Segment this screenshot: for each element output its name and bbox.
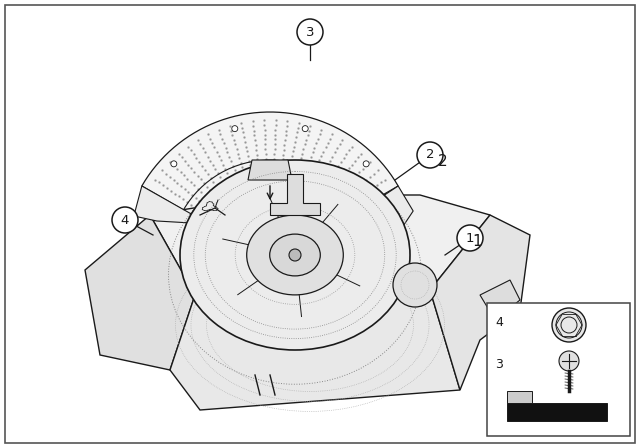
Circle shape	[302, 125, 308, 132]
Polygon shape	[142, 112, 398, 219]
Text: 2: 2	[426, 148, 435, 161]
Text: 3: 3	[306, 26, 314, 39]
Polygon shape	[336, 186, 413, 227]
Polygon shape	[507, 403, 607, 421]
Circle shape	[112, 207, 138, 233]
Circle shape	[457, 225, 483, 251]
Polygon shape	[134, 186, 209, 224]
Circle shape	[393, 263, 437, 307]
Circle shape	[297, 19, 323, 45]
Polygon shape	[85, 215, 195, 370]
Polygon shape	[270, 174, 320, 215]
Text: 2: 2	[438, 155, 447, 169]
Circle shape	[559, 351, 579, 371]
Circle shape	[232, 125, 238, 132]
Polygon shape	[480, 280, 520, 320]
Polygon shape	[170, 290, 460, 410]
Circle shape	[289, 249, 301, 261]
Text: 4: 4	[495, 316, 503, 329]
Ellipse shape	[246, 215, 343, 295]
Text: 3: 3	[495, 358, 503, 371]
Text: 1: 1	[466, 232, 474, 245]
Polygon shape	[150, 195, 490, 295]
Polygon shape	[430, 215, 530, 390]
Text: 1: 1	[472, 234, 482, 250]
Circle shape	[552, 308, 586, 342]
Text: 4: 4	[121, 214, 129, 227]
Circle shape	[363, 161, 369, 167]
Ellipse shape	[269, 234, 320, 276]
Polygon shape	[248, 160, 292, 180]
Bar	[487, 303, 630, 436]
Ellipse shape	[180, 160, 410, 350]
Circle shape	[417, 142, 443, 168]
Circle shape	[171, 161, 177, 167]
Polygon shape	[507, 391, 532, 403]
